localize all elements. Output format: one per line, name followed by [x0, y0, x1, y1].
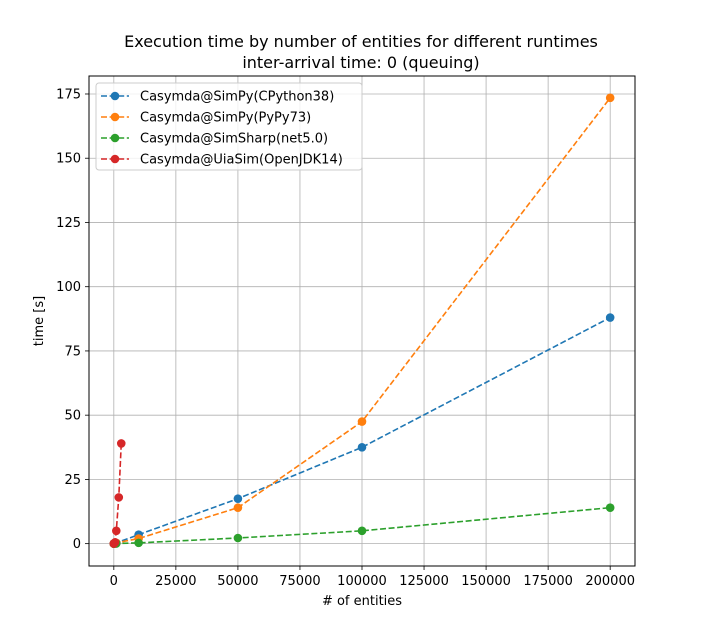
y-tick-label: 25 [64, 473, 81, 488]
x-axis-label: # of entities [322, 594, 402, 609]
series-3 [109, 439, 126, 548]
legend-frame [95, 82, 363, 171]
data-point [605, 503, 615, 512]
x-axis-ticks: 0 25000 50000 75000 100000 125000 150000 175000… [110, 566, 635, 589]
y-tick-label: 100 [56, 280, 81, 295]
y-tick-label: 75 [64, 344, 81, 359]
data-point [233, 503, 243, 512]
x-tick-label: 0 [110, 574, 118, 589]
y-tick-label: 175 [56, 87, 81, 102]
data-point [110, 538, 120, 547]
legend: Casymda@SimPy(CPython38) Casymda@SimPy(Py… [95, 82, 363, 171]
data-point [357, 442, 367, 452]
y-tick-label: 50 [64, 409, 81, 424]
data-point [357, 526, 367, 536]
data-point [116, 439, 126, 448]
y-tick-label: 125 [56, 216, 81, 231]
legend-label: Casymda@SimPy(PyPy73) [140, 111, 311, 126]
y-axis-ticks: 0 25 50 75 100 125 150 175 [56, 87, 89, 552]
data-point [112, 526, 121, 536]
data-point [233, 494, 243, 503]
legend-item: Casymda@SimPy(PyPy73) [101, 111, 311, 126]
x-tick-label: 150000 [461, 574, 511, 589]
legend-item: Casymda@SimPy(CPython38) [101, 90, 334, 105]
legend-label: Casymda@SimPy(CPython38) [140, 90, 334, 105]
data-point [233, 533, 243, 543]
data-point [357, 417, 367, 426]
y-tick-label: 150 [56, 152, 81, 167]
data-point [114, 493, 124, 502]
data-point [134, 538, 143, 548]
legend-marker [110, 154, 120, 164]
data-point [605, 93, 615, 103]
x-tick-label: 75000 [279, 574, 320, 589]
x-tick-label: 25000 [155, 574, 196, 589]
data-point [605, 313, 615, 322]
legend-marker [110, 133, 120, 143]
x-tick-label: 175000 [523, 574, 573, 589]
series-layer [109, 93, 615, 548]
legend-item: Casymda@SimSharp(net5.0) [101, 132, 328, 147]
legend-label: Casymda@UiaSim(OpenJDK14) [140, 153, 343, 168]
x-tick-label: 200000 [585, 574, 635, 589]
chart-title: Execution time by number of entities for… [124, 32, 598, 51]
x-tick-label: 125000 [399, 574, 449, 589]
legend-item: Casymda@UiaSim(OpenJDK14) [101, 153, 343, 168]
y-tick-label: 0 [73, 537, 81, 552]
x-tick-label: 100000 [337, 574, 387, 589]
y-axis-label: time [s] [32, 296, 47, 346]
legend-label: Casymda@SimSharp(net5.0) [140, 132, 328, 147]
x-tick-label: 50000 [217, 574, 258, 589]
chart-subtitle: inter-arrival time: 0 (queuing) [242, 53, 479, 72]
legend-marker [110, 112, 120, 122]
legend-marker [110, 91, 120, 101]
